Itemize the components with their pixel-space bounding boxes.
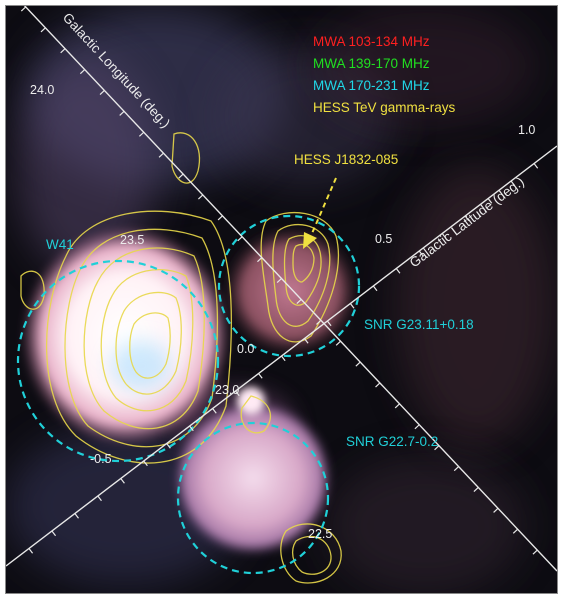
axis-ticks xyxy=(20,6,539,555)
radio-sky-image: MWA 103-134 MHz MWA 139-170 MHz MWA 170-… xyxy=(6,6,557,593)
snr-g23-emission xyxy=(223,226,359,356)
axis-tick xyxy=(418,250,424,257)
axis-tick xyxy=(349,303,355,309)
snr-g22-emission xyxy=(173,400,333,556)
axis-tick xyxy=(434,445,440,451)
w41-emission xyxy=(21,226,231,446)
axis-tick xyxy=(326,320,332,327)
latitude-tick-label: 0.0 xyxy=(237,342,254,356)
axis-tick xyxy=(143,460,148,467)
axis-tick xyxy=(414,424,420,430)
w41-label: W41 xyxy=(46,237,74,252)
axis-tick xyxy=(473,486,479,492)
axis-tick xyxy=(532,549,538,555)
axis-tick xyxy=(138,131,145,137)
axis-tick xyxy=(51,530,57,537)
snr-g23-label: SNR G23.11+0.18 xyxy=(364,317,474,332)
compact-source xyxy=(237,387,265,415)
axis-tick xyxy=(512,528,519,534)
axis-tick xyxy=(258,373,263,379)
axis-tick xyxy=(20,6,27,12)
longitude-tick-label: 23.5 xyxy=(120,233,144,247)
axis-tick xyxy=(212,408,217,414)
axis-tick xyxy=(119,110,125,116)
axis-tick xyxy=(257,257,263,263)
snr-g22-circle xyxy=(176,421,330,575)
axis-tick xyxy=(281,355,286,362)
axis-tick xyxy=(235,390,240,397)
axis-tick xyxy=(395,268,401,274)
snr-g22-label: SNR G22.7-0.2 xyxy=(346,434,438,449)
axis-tick xyxy=(178,173,184,179)
axis-tick xyxy=(335,340,341,346)
axis-tick xyxy=(276,278,282,284)
axis-tick xyxy=(120,478,125,484)
axis-tick xyxy=(189,425,194,432)
axis-tick xyxy=(99,90,105,96)
latitude-tick-label: -0.5 xyxy=(90,452,112,466)
axis-tick xyxy=(487,198,493,204)
axis-tick xyxy=(217,215,223,221)
latitude-tick-label: 1.0 xyxy=(518,123,535,137)
longitude-tick-label: 22.5 xyxy=(308,527,332,541)
axis-tick xyxy=(40,27,46,33)
axis-tick xyxy=(372,285,378,292)
axis-tick xyxy=(464,215,470,222)
axis-tick xyxy=(198,194,204,200)
axis-tick xyxy=(296,298,302,304)
axis-tick xyxy=(375,382,381,388)
sky-image-panel: MWA 103-134 MHz MWA 139-170 MHz MWA 170-… xyxy=(5,5,558,594)
axis-tick xyxy=(303,338,309,344)
axis-tick xyxy=(316,319,322,325)
axis-tick xyxy=(493,507,499,513)
axis-tick xyxy=(533,163,539,169)
legend-item-mwa-139: MWA 139-170 MHz xyxy=(313,56,430,71)
axis-tick xyxy=(74,513,79,519)
axis-tick xyxy=(237,236,243,242)
legend-item-mwa-103: MWA 103-134 MHz xyxy=(313,34,430,49)
axis-tick xyxy=(355,361,361,367)
axis-tick xyxy=(510,180,516,187)
longitude-tick-label: 24.0 xyxy=(30,83,54,97)
axis-tick xyxy=(97,495,102,502)
legend-item-hess: HESS TeV gamma-rays xyxy=(313,100,456,115)
snr-g23-circle xyxy=(217,214,361,358)
axis-tick xyxy=(394,403,400,409)
axis-tick xyxy=(60,48,66,54)
axis-tick xyxy=(441,233,447,239)
legend: MWA 103-134 MHz MWA 139-170 MHz MWA 170-… xyxy=(313,34,456,115)
axis-tick xyxy=(166,443,171,449)
latitude-tick-label: 0.5 xyxy=(375,232,392,246)
hess-source-label: HESS J1832-085 xyxy=(294,152,398,167)
legend-item-mwa-170: MWA 170-231 MHz xyxy=(313,78,430,93)
longitude-tick-label: 23.0 xyxy=(215,383,239,397)
snr-circles xyxy=(16,214,361,575)
axis-tick xyxy=(158,152,164,158)
axis-tick xyxy=(79,69,86,75)
hess-arrow xyxy=(303,177,337,249)
axis-tick xyxy=(28,548,34,554)
w41-circle xyxy=(16,259,220,463)
axis-tick xyxy=(453,466,460,472)
